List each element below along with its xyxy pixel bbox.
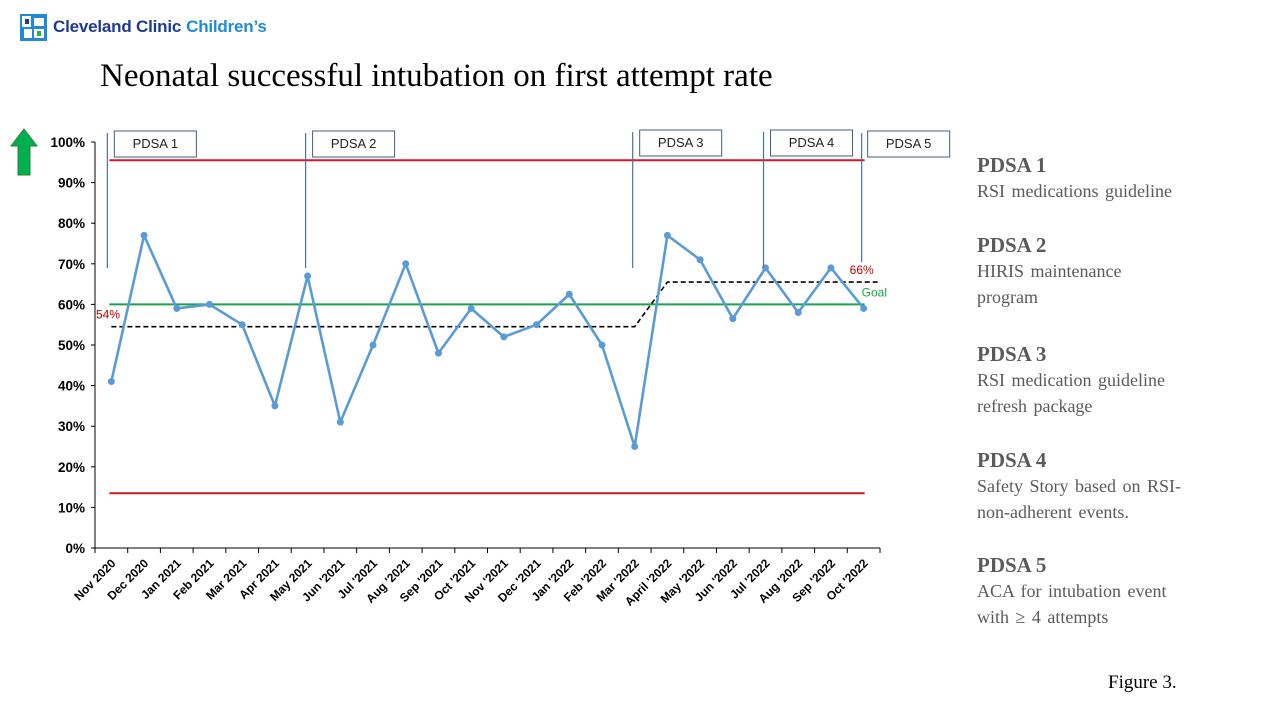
pdsa-item-title: PDSA 4	[977, 448, 1047, 472]
pdsa-item-desc: HIRIS maintenance	[977, 261, 1122, 281]
pdsa-item-desc: refresh package	[977, 396, 1093, 416]
y-tick-label: 40%	[58, 379, 85, 394]
pdsa-item-3: PDSA 3 RSI medication guideline refresh …	[977, 341, 1165, 419]
data-point	[336, 418, 344, 426]
pdsa-item-desc: non-adherent events.	[977, 502, 1129, 522]
data-point	[238, 321, 246, 329]
pdsa-item-desc: RSI medication guideline	[977, 370, 1165, 390]
logo-text: Cleveland Clinic Children’s	[53, 17, 267, 37]
pdsa-item-5: PDSA 5 ACA for intubation event with ≥ 4…	[977, 552, 1166, 630]
series-layer	[107, 231, 868, 450]
pdsa-item-title: PDSA 2	[977, 233, 1047, 257]
pdsa-item-desc: RSI medications guideline	[977, 181, 1172, 201]
y-tick-label: 50%	[58, 338, 85, 353]
logo: Cleveland Clinic Children’s	[20, 12, 267, 42]
data-point	[205, 300, 213, 308]
page-title: Neonatal successful intubation on first …	[100, 58, 773, 94]
pdsa-item-desc: Safety Story based on RSI-	[977, 476, 1181, 496]
y-tick-label: 10%	[58, 500, 85, 515]
data-point	[434, 349, 442, 357]
pdsa-item-title: PDSA 1	[977, 153, 1047, 177]
data-point	[565, 290, 573, 298]
data-point	[696, 256, 704, 264]
data-point	[107, 378, 115, 386]
data-point	[369, 341, 377, 349]
y-tick-label: 100%	[50, 135, 85, 150]
data-point	[402, 260, 410, 268]
pdsa-item-desc: ACA for intubation event	[977, 581, 1167, 601]
data-point	[794, 309, 802, 317]
data-point	[598, 341, 606, 349]
y-tick-label: 90%	[58, 176, 85, 191]
data-point	[467, 304, 475, 312]
up-arrow-icon	[10, 128, 38, 176]
pdsa-marker-label: PDSA 5	[886, 136, 932, 151]
pdsa-marker-label: PDSA 1	[133, 136, 179, 151]
tick-labels: 0%10%20%30%40%50%60%70%80%90%100%Nov 202…	[50, 135, 871, 609]
pdsa-markers: PDSA 1 PDSA 2 PDSA 3 PDSA 4 PDSA 5	[106, 129, 951, 268]
data-point	[729, 315, 737, 323]
median-line	[111, 281, 878, 328]
cleveland-clinic-logo-icon	[20, 13, 47, 41]
data-point	[173, 304, 181, 312]
data-point	[140, 231, 148, 239]
y-tick-label: 30%	[58, 419, 85, 434]
pdsa-marker-label: PDSA 2	[331, 136, 377, 151]
logo-text-primary: Cleveland Clinic	[53, 17, 182, 36]
y-tick-label: 0%	[65, 541, 85, 556]
pdsa-marker-box	[639, 129, 723, 157]
pdsa-item-2: PDSA 2 HIRIS maintenance program	[977, 232, 1121, 310]
chart-axes	[91, 141, 881, 553]
y-tick-label: 20%	[58, 460, 85, 475]
y-tick-label: 60%	[58, 297, 85, 312]
pdsa-item-title: PDSA 5	[977, 553, 1047, 577]
logo-text-secondary: Children’s	[186, 17, 267, 36]
data-point	[304, 272, 312, 280]
figure-caption: Figure 3.	[1108, 672, 1177, 693]
data-point	[533, 321, 541, 329]
pdsa-marker-box	[113, 130, 197, 158]
pdsa-marker-box	[312, 130, 396, 158]
data-point	[663, 231, 671, 239]
pdsa-item-4: PDSA 4 Safety Story based on RSI- non-ad…	[977, 447, 1181, 525]
pdsa-marker-box	[770, 129, 854, 157]
data-point	[827, 264, 835, 272]
pdsa-marker-label: PDSA 4	[789, 135, 835, 150]
data-point	[500, 333, 508, 341]
median-end-label: 66%	[850, 263, 874, 277]
series-line	[110, 234, 865, 448]
reference-lines: 54% 66% Goal	[96, 159, 887, 495]
pdsa-marker-box	[867, 130, 951, 158]
data-point	[271, 402, 279, 410]
pdsa-item-desc: with ≥ 4 attempts	[977, 607, 1109, 627]
pdsa-item-title: PDSA 3	[977, 342, 1047, 366]
data-point	[631, 443, 639, 450]
pdsa-marker-label: PDSA 3	[658, 135, 704, 150]
goal-label: Goal	[862, 285, 887, 299]
pdsa-item-desc: program	[977, 287, 1038, 307]
median-start-label: 54%	[96, 308, 120, 322]
pdsa-item-1: PDSA 1 RSI medications guideline	[977, 152, 1172, 204]
y-tick-label: 70%	[58, 257, 85, 272]
data-point	[860, 304, 868, 312]
y-tick-label: 80%	[58, 216, 85, 231]
run-chart: 54%66%Goal PDSA 1 PDSA 2 PDSA 3 PDSA 4 PDSA …	[50, 129, 951, 609]
